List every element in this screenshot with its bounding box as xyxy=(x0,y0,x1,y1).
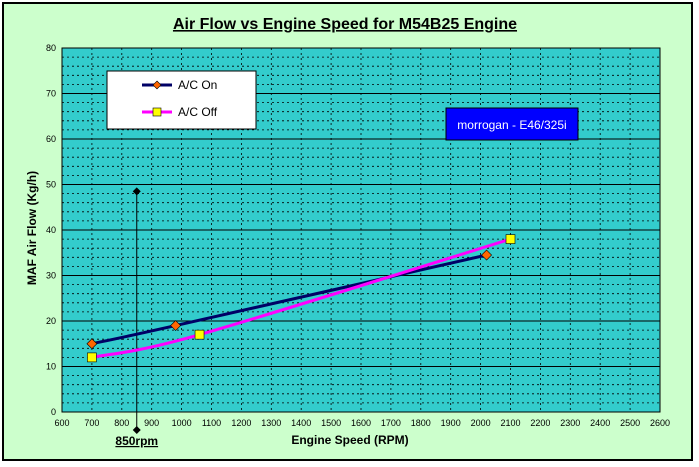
y-tick-label: 60 xyxy=(46,134,56,144)
data-point xyxy=(87,352,97,363)
y-tick-label: 40 xyxy=(46,225,56,235)
x-tick-label: 2600 xyxy=(650,418,670,428)
idle-marker-point xyxy=(132,426,141,434)
x-tick-label: 1400 xyxy=(291,418,311,428)
x-tick-label: 1300 xyxy=(261,418,281,428)
idle-annotation: 850rpm xyxy=(115,187,158,448)
series-layer xyxy=(86,234,516,363)
y-tick-label: 20 xyxy=(46,316,56,326)
y-tick-label: 10 xyxy=(46,362,56,372)
legend-marker-ac-on xyxy=(152,80,162,90)
x-axis-title: Engine Speed (RPM) xyxy=(291,433,408,447)
idle-marker-point xyxy=(132,187,141,196)
x-tick-label: 900 xyxy=(144,418,159,428)
series-line xyxy=(91,237,511,359)
data-point xyxy=(481,249,493,261)
x-tick-label: 2000 xyxy=(471,418,491,428)
watermark-background xyxy=(445,107,579,141)
legend-label-ac-off: A/C Off xyxy=(178,105,218,119)
y-axis-title: MAF Air Flow (Kg/h) xyxy=(25,171,39,285)
y-tick-label: 50 xyxy=(46,180,56,190)
y-tick-label: 70 xyxy=(46,89,56,99)
legend-box xyxy=(106,70,257,130)
x-tick-label: 1100 xyxy=(202,418,221,428)
x-axis-ticks: 600 700 800 900 1000 1100 1200 1300 1400 1500 1600… xyxy=(54,418,670,428)
x-tick-label: 1500 xyxy=(321,418,341,428)
x-tick-label: 1800 xyxy=(411,418,431,428)
y-axis-ticks: 0 10 20 30 40 50 60 70 80 xyxy=(46,43,56,417)
chart-title: Air Flow vs Engine Speed for M54B25 Engi… xyxy=(173,16,517,33)
watermark-label: morrogan - E46/325i xyxy=(457,118,566,132)
x-tick-label: 700 xyxy=(84,418,99,428)
y-tick-label: 0 xyxy=(51,407,56,417)
series-a-c-off xyxy=(87,234,516,363)
x-tick-label: 800 xyxy=(114,418,129,428)
x-tick-label: 1600 xyxy=(351,418,371,428)
y-tick-label: 30 xyxy=(46,271,56,281)
x-tick-label: 1200 xyxy=(231,418,251,428)
data-point xyxy=(194,329,205,340)
y-tick-label: 80 xyxy=(46,43,56,53)
data-point xyxy=(170,320,182,331)
series-line xyxy=(91,253,487,346)
watermark-box: morrogan - E46/325i xyxy=(445,107,579,141)
data-point xyxy=(505,234,516,244)
x-tick-label: 1900 xyxy=(441,418,461,428)
idle-marker-label: 850rpm xyxy=(115,434,158,448)
x-tick-label: 2300 xyxy=(560,418,580,428)
x-tick-label: 600 xyxy=(54,418,69,428)
x-tick-label: 2200 xyxy=(530,418,550,428)
data-point xyxy=(86,338,98,350)
x-tick-label: 2100 xyxy=(500,418,520,428)
legend: A/C On A/C Off xyxy=(106,70,257,130)
legend-label-ac-on: A/C On xyxy=(178,78,217,92)
x-tick-label: 2400 xyxy=(590,418,610,428)
x-tick-label: 1000 xyxy=(172,418,192,428)
x-tick-label: 1700 xyxy=(381,418,401,428)
x-tick-label: 2500 xyxy=(620,418,640,428)
legend-marker-ac-off xyxy=(152,107,162,117)
series-a-c-on xyxy=(86,249,493,350)
